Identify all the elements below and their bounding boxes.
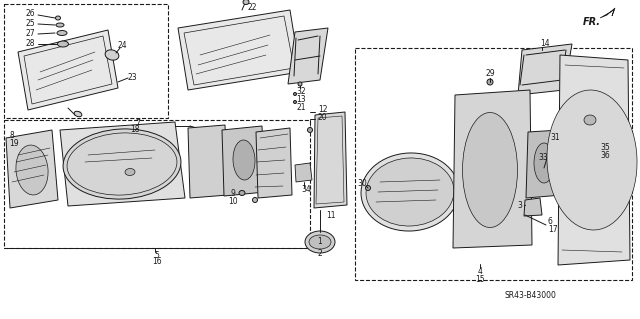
Ellipse shape xyxy=(361,153,459,231)
Text: 18: 18 xyxy=(131,125,140,135)
Ellipse shape xyxy=(243,0,249,4)
Text: 14: 14 xyxy=(540,40,550,48)
Text: 30: 30 xyxy=(357,179,367,188)
Text: 31: 31 xyxy=(550,133,559,143)
Text: 4: 4 xyxy=(477,268,483,277)
Text: 26: 26 xyxy=(25,10,35,19)
Text: 24: 24 xyxy=(117,41,127,50)
Text: 16: 16 xyxy=(152,257,162,266)
Text: 20: 20 xyxy=(318,113,328,122)
Text: 11: 11 xyxy=(326,211,335,219)
Text: 36: 36 xyxy=(600,152,610,160)
Text: 6: 6 xyxy=(548,218,553,226)
Polygon shape xyxy=(314,112,347,208)
Ellipse shape xyxy=(16,145,48,195)
Polygon shape xyxy=(18,30,118,110)
Polygon shape xyxy=(178,10,300,90)
Polygon shape xyxy=(188,125,228,198)
Text: 28: 28 xyxy=(25,39,35,48)
Text: 13: 13 xyxy=(296,95,306,105)
Polygon shape xyxy=(558,55,630,265)
Text: 8: 8 xyxy=(9,131,13,140)
Polygon shape xyxy=(288,28,328,84)
Polygon shape xyxy=(222,126,265,196)
Polygon shape xyxy=(526,130,562,198)
Text: 34: 34 xyxy=(301,186,311,195)
Polygon shape xyxy=(60,122,185,206)
Text: 33: 33 xyxy=(538,153,548,162)
Text: 9: 9 xyxy=(230,189,236,197)
Ellipse shape xyxy=(487,79,493,85)
Ellipse shape xyxy=(305,231,335,253)
Ellipse shape xyxy=(294,93,296,95)
Text: 35: 35 xyxy=(600,144,610,152)
Ellipse shape xyxy=(58,41,68,47)
Ellipse shape xyxy=(105,50,119,60)
Ellipse shape xyxy=(294,100,296,103)
Polygon shape xyxy=(6,130,58,208)
Text: 22: 22 xyxy=(248,3,257,11)
Ellipse shape xyxy=(307,128,312,132)
Text: FR.: FR. xyxy=(583,17,601,27)
Ellipse shape xyxy=(57,31,67,35)
Text: 3: 3 xyxy=(517,201,522,210)
Ellipse shape xyxy=(56,23,64,27)
Text: SR43-B43000: SR43-B43000 xyxy=(504,292,556,300)
Ellipse shape xyxy=(547,90,637,230)
Text: 27: 27 xyxy=(25,28,35,38)
Text: 1: 1 xyxy=(317,238,323,247)
Polygon shape xyxy=(518,44,572,95)
Ellipse shape xyxy=(125,168,135,175)
Text: 29: 29 xyxy=(485,70,495,78)
Ellipse shape xyxy=(309,235,331,249)
Ellipse shape xyxy=(365,186,371,190)
Ellipse shape xyxy=(253,197,257,203)
Text: 2: 2 xyxy=(317,249,323,257)
Ellipse shape xyxy=(298,82,302,86)
Ellipse shape xyxy=(56,16,61,20)
Ellipse shape xyxy=(74,111,82,117)
Text: 12: 12 xyxy=(318,106,328,115)
Text: 5: 5 xyxy=(155,250,159,259)
Text: 7: 7 xyxy=(135,118,140,128)
Text: 15: 15 xyxy=(475,276,485,285)
Ellipse shape xyxy=(584,115,596,125)
Text: 32: 32 xyxy=(296,86,306,95)
Ellipse shape xyxy=(63,129,181,199)
Ellipse shape xyxy=(233,140,255,180)
Text: 23: 23 xyxy=(127,73,137,83)
Polygon shape xyxy=(453,90,532,248)
Text: 17: 17 xyxy=(548,226,557,234)
Text: 19: 19 xyxy=(9,139,19,149)
Text: 21: 21 xyxy=(296,103,306,113)
Ellipse shape xyxy=(239,190,245,196)
Text: 25: 25 xyxy=(25,19,35,27)
Ellipse shape xyxy=(366,158,454,226)
Ellipse shape xyxy=(534,143,554,183)
Ellipse shape xyxy=(463,113,518,227)
Polygon shape xyxy=(256,128,292,198)
Polygon shape xyxy=(600,8,615,18)
Text: 10: 10 xyxy=(228,197,238,205)
Polygon shape xyxy=(524,198,542,216)
Polygon shape xyxy=(295,163,312,182)
